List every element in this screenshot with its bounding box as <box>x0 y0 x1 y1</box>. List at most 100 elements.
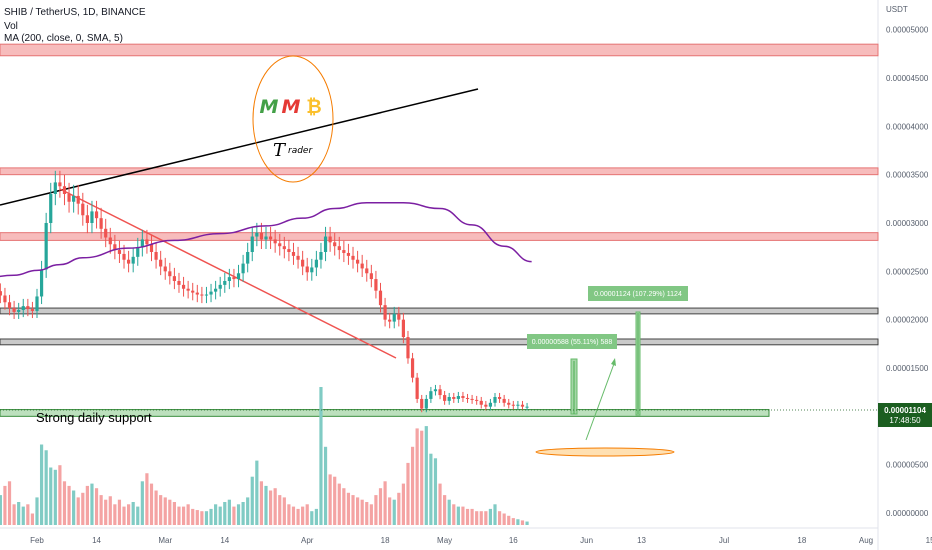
volume-bar <box>323 446 328 525</box>
logo-circle <box>252 55 334 183</box>
volume-bar <box>301 506 305 525</box>
candle-body <box>401 319 405 338</box>
measure-large-tool[interactable]: 0.00001124 (107.29%) 1124 <box>588 286 688 416</box>
candle-body <box>232 277 236 280</box>
date-tick-label: Mar <box>158 536 172 545</box>
volume-bar <box>236 504 241 525</box>
logo-trader-text: rader <box>288 146 313 156</box>
last-price-tag[interactable] <box>878 403 932 427</box>
date-tick-label: Jun <box>580 536 593 545</box>
falling-trendline[interactable] <box>59 188 397 359</box>
ma-legend[interactable]: MA (200, close, 0, SMA, 5) <box>4 33 123 44</box>
measure-large-label: 0.00001124 (107.29%) 1124 <box>594 291 682 298</box>
volume-bar <box>268 490 273 525</box>
candle-body <box>99 218 103 229</box>
volume-bar <box>525 521 529 525</box>
candle-body <box>223 281 227 285</box>
volume-bar <box>35 497 39 525</box>
rising-trendline[interactable] <box>0 88 479 206</box>
candle-body <box>388 319 392 322</box>
candle-body <box>131 256 135 264</box>
support-zone <box>0 409 770 417</box>
projection-arrow[interactable] <box>585 360 616 441</box>
candle-body <box>145 239 149 245</box>
volume-bar <box>365 502 369 525</box>
volume-bar <box>131 502 135 525</box>
candle-body <box>323 236 328 252</box>
volume-bar <box>3 485 7 525</box>
volume-bar <box>62 481 67 525</box>
candle-body <box>383 305 387 320</box>
candle-body <box>497 397 502 399</box>
volume-bar <box>72 490 76 525</box>
measure-small-tool[interactable]: 0.00000588 (55.11%) 588 <box>527 334 617 415</box>
candle-body <box>507 402 511 405</box>
candle-body <box>479 400 483 405</box>
candle-body <box>159 259 163 267</box>
volume-bar <box>392 499 396 525</box>
support-label[interactable]: Strong daily support <box>36 410 152 425</box>
volume-bar <box>516 519 520 525</box>
volume-bar <box>479 511 483 525</box>
volume-bar <box>163 497 167 525</box>
time-axis[interactable]: Feb 14 Mar 14 Apr 18 May 16 Jun 13 Jul 18 Aug 15 <box>30 536 932 545</box>
price-tick-label: 0.00002500 <box>886 267 929 276</box>
candle-body <box>90 211 94 223</box>
currency-label: USDT <box>886 5 908 14</box>
price-tick-label: 0.00000000 <box>886 509 929 518</box>
volume-bar <box>21 506 25 525</box>
volume-bar <box>259 481 264 525</box>
date-tick-label: 18 <box>381 536 390 545</box>
volume-bar <box>85 485 89 525</box>
volume-bar <box>104 499 108 525</box>
volume-bar <box>415 428 419 525</box>
price-axis[interactable]: 0.00005000 0.00004500 0.00004000 0.00003500… <box>886 26 929 518</box>
candle-body <box>410 358 415 378</box>
volume-bars <box>0 387 529 525</box>
bitcoin-icon: ₿ <box>306 96 321 118</box>
candle-body <box>30 309 35 311</box>
candle-body <box>195 292 199 295</box>
volume-bar <box>429 453 433 525</box>
candle-body <box>287 249 291 252</box>
volume-bar <box>214 504 218 525</box>
candle-body <box>218 284 222 289</box>
moving-average-line[interactable] <box>0 201 532 279</box>
target-ellipse[interactable] <box>535 447 675 457</box>
gray-zone <box>0 338 879 346</box>
price-tick-label: 0.00004000 <box>886 122 929 131</box>
candle-body <box>282 246 286 250</box>
volume-bar <box>58 465 62 525</box>
volume-bar <box>154 490 158 525</box>
symbol-title[interactable]: SHIB / TetherUS, 1D, BINANCE <box>4 7 146 18</box>
volume-bar <box>369 504 373 525</box>
candle-body <box>209 291 213 295</box>
candle-body <box>44 223 48 270</box>
candle-body <box>35 296 39 311</box>
volume-bar <box>273 488 277 525</box>
volume-bar <box>49 467 53 525</box>
horizontal-zones[interactable] <box>0 43 879 417</box>
candle-body <box>502 398 506 403</box>
candle-body <box>3 295 7 303</box>
candle-body <box>49 194 53 223</box>
volume-bar <box>456 506 460 525</box>
candle-body <box>346 252 351 256</box>
volume-bar <box>159 495 163 525</box>
volume-bar <box>319 387 323 525</box>
candle-body <box>236 273 241 280</box>
volume-bar <box>333 476 337 525</box>
candle-body <box>227 277 231 281</box>
candle-body <box>154 252 158 260</box>
candle-body <box>420 398 424 409</box>
volume-legend[interactable]: Vol <box>4 21 18 32</box>
volume-bar <box>397 492 401 525</box>
price-tick-label: 0.00004500 <box>886 74 929 83</box>
candle-body <box>520 404 525 407</box>
candle-body <box>122 253 126 260</box>
candle-body <box>456 396 460 399</box>
volume-bar <box>12 504 16 525</box>
candle-body <box>76 195 80 204</box>
candle-body <box>39 269 44 297</box>
